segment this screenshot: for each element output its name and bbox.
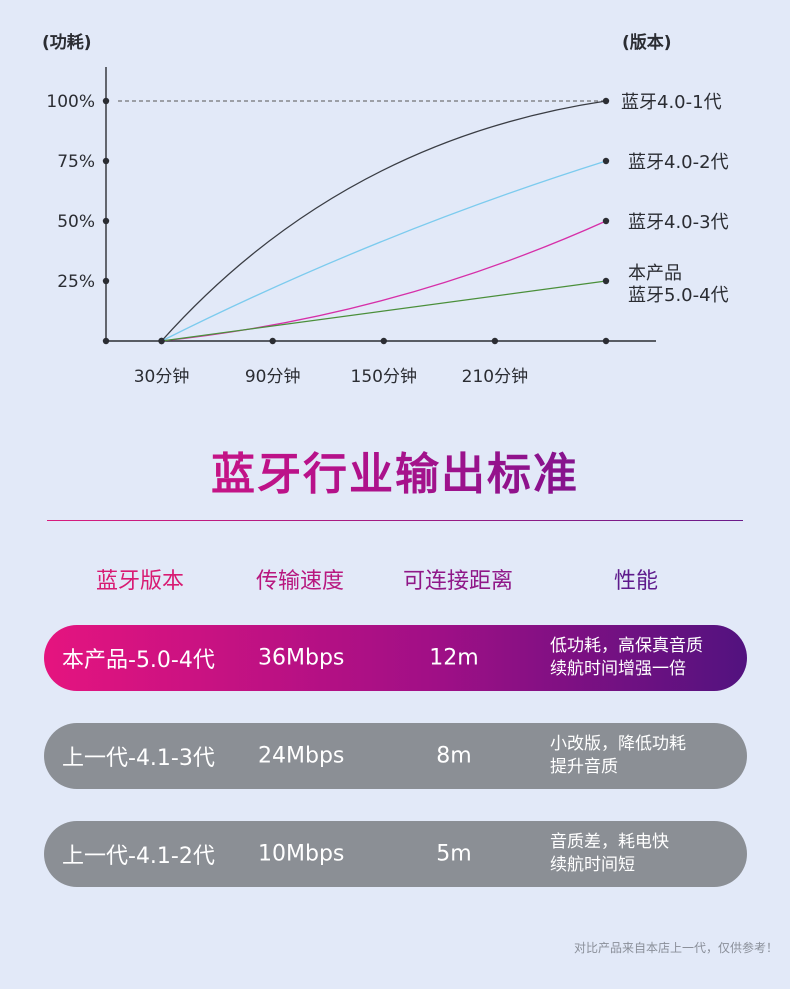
chart-series-layer: [158, 97, 610, 345]
y-tick-dot: [102, 277, 110, 285]
row-speed: 24Mbps: [258, 743, 345, 769]
section-heading: 蓝牙行业输出标准: [0, 438, 790, 502]
y-tick-label: 75%: [57, 152, 95, 172]
column-header-version: 蓝牙版本: [95, 569, 185, 594]
series-label-4: 本产品蓝牙5.0-4代: [628, 263, 729, 306]
series-end-dot-4: [602, 277, 610, 285]
x-tick-label: 30分钟: [134, 367, 190, 387]
row-distance-value: 5m: [436, 841, 472, 867]
row-performance-line1: 低功耗，高保真音质: [550, 636, 703, 656]
row-version: 本产品-5.0-4代: [62, 648, 215, 673]
row-performance: 低功耗，高保真音质 续航时间增强一倍: [550, 635, 703, 681]
x-tick-label: 90分钟: [245, 367, 301, 387]
series-end-dot-1: [602, 97, 610, 105]
series-label-line: 蓝牙4.0-2代: [628, 152, 729, 173]
y-tick-dot: [102, 157, 110, 165]
table-row-gen3: 上一代-4.1-3代 24Mbps 8m 小改版，降低功耗 提升音质: [44, 723, 747, 789]
column-header-speed: 传输速度: [255, 569, 345, 594]
y-tick-label: 25%: [57, 272, 95, 292]
row-performance: 音质差，耗电快 续航时间短: [550, 831, 669, 877]
row-performance-line2: 续航时间增强一倍: [550, 659, 686, 679]
row-performance-line1: 小改版，降低功耗: [550, 734, 686, 754]
power-consumption-chart: (功耗) (版本) 100% 75% 50% 25% 30分钟 90分钟 150分钟 210分钟 蓝…: [42, 32, 729, 387]
right-axis-title: (版本): [622, 32, 672, 53]
x-tick-dot: [380, 337, 387, 345]
row-distance-value: 8m: [436, 743, 472, 769]
table-row-current-product: 本产品-5.0-4代 36Mbps 12m 低功耗，高保真音质 续航时间增强一倍: [44, 625, 747, 691]
footnote: 对比产品来自本店上一代，仅供参考！: [573, 941, 778, 955]
series-label-3: 蓝牙4.0-3代: [628, 212, 729, 233]
row-speed: 10Mbps: [258, 841, 345, 867]
y-tick-label: 100%: [46, 92, 95, 112]
series-end-dot-3: [602, 217, 610, 225]
x-tick-label: 210分钟: [462, 367, 528, 387]
series-line-2: [161, 160, 607, 342]
y-tick-dot: [102, 217, 110, 225]
row-performance: 小改版，降低功耗 提升音质: [550, 733, 686, 779]
chart-labels: (功耗) (版本) 100% 75% 50% 25% 30分钟 90分钟 150分钟 210分钟 蓝…: [42, 32, 729, 387]
y-tick-label: 50%: [57, 212, 95, 232]
series-label-2: 蓝牙4.0-2代: [628, 152, 729, 173]
series-line-1: [161, 100, 607, 342]
series-label-line: 蓝牙4.0-1代: [621, 92, 722, 113]
series-origin-dot: [158, 337, 165, 345]
row-performance-line2: 续航时间短: [550, 855, 635, 875]
y-tick-dot: [102, 97, 110, 105]
row-performance-line1: 音质差，耗电快: [550, 832, 669, 852]
series-label-1: 蓝牙4.0-1代: [621, 92, 722, 113]
series-line-3: [161, 220, 607, 342]
series-end-dot-2: [602, 157, 610, 165]
x-tick-dot: [269, 337, 276, 345]
x-tick-dot: [491, 337, 499, 345]
column-header-distance: 可连接距离: [402, 569, 514, 594]
row-distance-value: 12m: [429, 645, 479, 671]
row-performance-line2: 提升音质: [550, 757, 618, 777]
series-line-4: [161, 280, 607, 342]
column-header-performance: 性能: [613, 569, 659, 594]
x-end-dot: [602, 337, 610, 345]
series-label-line: 蓝牙5.0-4代: [628, 285, 729, 306]
y-axis-title: (功耗): [42, 32, 92, 53]
x-tick-label: 150分钟: [351, 367, 417, 387]
row-version: 上一代-4.1-2代: [62, 844, 215, 869]
heading-divider: [47, 520, 743, 521]
row-speed: 36Mbps: [258, 645, 345, 671]
origin-dot: [102, 337, 110, 345]
table-row-gen2: 上一代-4.1-2代 10Mbps 5m 音质差，耗电快 续航时间短: [44, 821, 747, 887]
row-version: 上一代-4.1-3代: [62, 746, 215, 771]
chart-axes: [102, 67, 656, 345]
series-label-line: 蓝牙4.0-3代: [628, 212, 729, 233]
series-label-line: 本产品: [628, 263, 682, 284]
